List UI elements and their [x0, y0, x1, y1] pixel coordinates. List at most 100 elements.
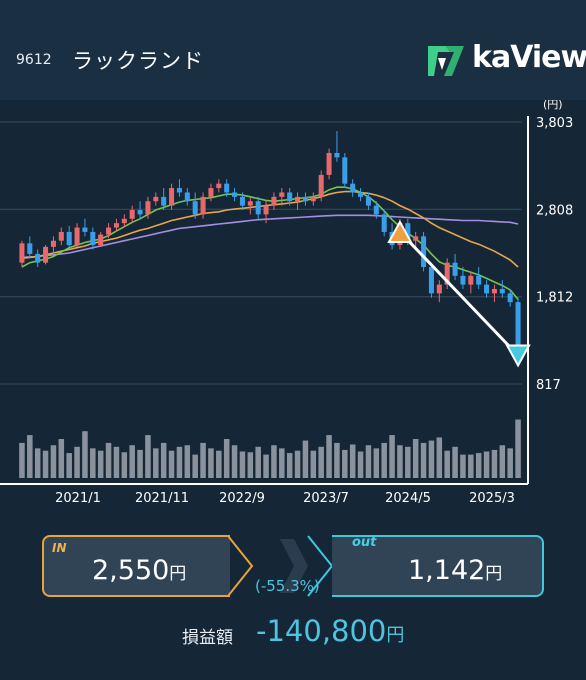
candle-body: [263, 205, 269, 215]
volume-bar: [113, 446, 120, 478]
candle: [334, 131, 340, 162]
exit-tag: out: [352, 535, 377, 550]
candle-body: [310, 196, 316, 202]
candle-body: [358, 192, 364, 197]
volume-bar: [515, 419, 521, 478]
kaview-logo-text: kaView: [472, 40, 586, 75]
candle-body: [27, 243, 33, 254]
candle-body: [342, 157, 348, 184]
candle: [436, 280, 442, 303]
volume-bar: [428, 440, 435, 478]
candle: [208, 183, 214, 202]
grid: [0, 121, 522, 385]
candle: [499, 280, 505, 298]
candle: [161, 188, 167, 211]
candle-body: [58, 231, 64, 241]
candle-body: [19, 243, 25, 263]
candle-body: [499, 288, 505, 294]
volume-bar: [420, 442, 427, 478]
candle: [452, 253, 458, 281]
candle: [106, 223, 112, 239]
candle: [58, 227, 64, 246]
x-tick-label: 2021/11: [135, 491, 189, 506]
candle: [350, 179, 356, 197]
candle: [216, 179, 222, 193]
volume-bar: [34, 448, 41, 478]
ma-mid-line: [21, 190, 519, 268]
candle-body: [161, 196, 167, 206]
candle: [318, 170, 324, 202]
volume-bar: [460, 454, 466, 478]
volume-bar: [286, 453, 293, 478]
volume-bar: [499, 445, 506, 478]
x-tick-label: 2021/1: [55, 491, 101, 506]
y-axis-unit: (円): [543, 100, 563, 111]
volume-bar: [50, 445, 57, 478]
candle: [491, 284, 497, 303]
candle: [145, 196, 151, 219]
volume-bar: [373, 448, 380, 478]
volume-bar: [184, 445, 191, 478]
candle-body: [208, 188, 214, 197]
volume-bar: [223, 439, 230, 478]
candle: [279, 188, 285, 206]
volume-bar: [475, 453, 482, 478]
candle-body: [176, 188, 182, 193]
candle: [113, 218, 119, 232]
volume-bar: [468, 454, 474, 478]
candle-body: [106, 227, 112, 235]
moving-averages: [21, 186, 519, 301]
candle-body: [121, 218, 127, 224]
candle: [342, 152, 348, 189]
candle: [35, 249, 41, 268]
candle-body: [405, 223, 411, 241]
volume-bar: [294, 450, 301, 478]
candle-body: [326, 152, 332, 175]
x-tick-label: 2023/7: [303, 491, 349, 506]
stock-code: 9612: [16, 52, 52, 68]
kaview-logo[interactable]: kaView: [424, 38, 586, 84]
candle: [27, 236, 33, 259]
volume-bar: [381, 442, 387, 478]
volume-bar: [97, 450, 104, 478]
volume-bar: [19, 442, 25, 478]
candle-body: [98, 234, 104, 246]
volume-bar: [452, 446, 458, 478]
candle-body: [318, 174, 324, 197]
candle: [310, 192, 316, 206]
candle-body: [216, 183, 222, 189]
candle: [484, 280, 490, 298]
entry-price: 2,550円: [92, 555, 186, 586]
candle-body: [334, 152, 340, 158]
volume-bar: [105, 442, 112, 478]
candle: [460, 267, 466, 289]
volume-bar: [318, 446, 324, 478]
candle: [271, 192, 277, 211]
axes: (円) 3,803 2,808 1,812 817 2021/1 2021/11 2022/9…: [0, 100, 573, 506]
candle-body: [350, 183, 356, 193]
exit-price-value: 1,142: [408, 555, 486, 586]
volume-bar: [271, 445, 277, 478]
candle: [184, 188, 190, 206]
volume-bar: [74, 446, 80, 478]
candle-body: [145, 201, 151, 215]
candlesticks: [19, 131, 521, 360]
candle-body: [444, 262, 450, 285]
candle-body: [184, 192, 190, 202]
profit-loss-amount: -140,800: [256, 614, 387, 648]
candle-body: [224, 183, 230, 193]
volume-bar: [405, 446, 411, 478]
candle-body: [66, 231, 72, 246]
volume-bar: [334, 442, 340, 478]
volume-bar: [310, 450, 317, 478]
volume-bar: [200, 442, 206, 478]
candle-body: [460, 275, 466, 285]
candle: [19, 240, 25, 268]
volume-bar: [176, 446, 183, 478]
volume-bar: [168, 450, 175, 478]
candle-body: [507, 293, 513, 303]
volume-bar: [145, 435, 151, 478]
volume-bar: [247, 452, 254, 478]
candle-body: [90, 231, 96, 246]
candle: [169, 183, 175, 211]
